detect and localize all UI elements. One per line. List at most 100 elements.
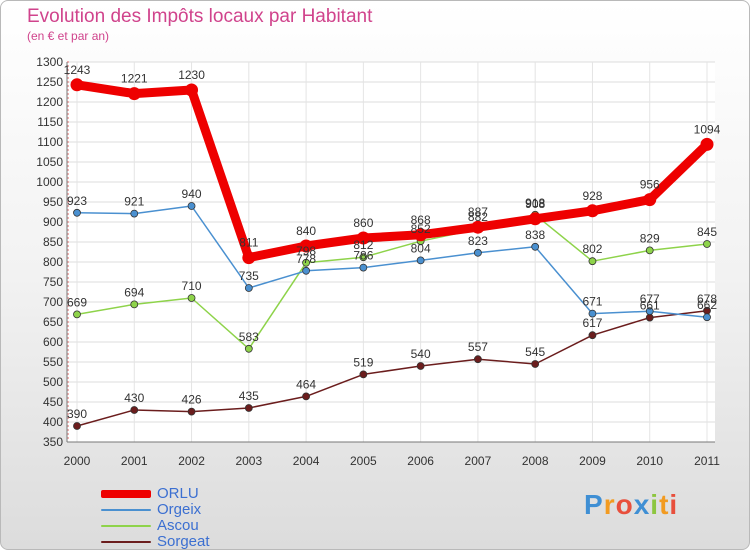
data-label: 921 xyxy=(124,195,144,209)
y-tick-label: 1000 xyxy=(36,175,63,189)
x-tick-label: 2005 xyxy=(350,454,377,468)
logo-letter: i xyxy=(669,489,679,520)
data-point xyxy=(359,253,368,262)
x-tick-label: 2007 xyxy=(465,454,492,468)
x-tick-label: 2008 xyxy=(522,454,549,468)
data-label: 838 xyxy=(525,228,545,242)
data-label: 519 xyxy=(353,355,373,369)
data-point xyxy=(416,256,425,265)
x-tick-label: 2002 xyxy=(178,454,205,468)
data-label: 464 xyxy=(296,377,316,391)
data-label: 860 xyxy=(353,216,373,230)
proxiti-logo: Proxiti xyxy=(584,489,678,521)
data-label: 426 xyxy=(182,393,202,407)
data-label: 617 xyxy=(582,316,602,330)
legend-label: ORLU xyxy=(157,485,199,502)
data-label: 887 xyxy=(468,205,488,219)
x-tick-label: 2006 xyxy=(407,454,434,468)
legend-label: Orgeix xyxy=(157,501,202,518)
data-point xyxy=(531,360,540,368)
data-label: 852 xyxy=(411,222,431,236)
logo-letter: x xyxy=(633,489,651,520)
y-tick-label: 1300 xyxy=(36,55,63,69)
data-label: 829 xyxy=(640,231,660,245)
data-point xyxy=(242,251,256,265)
data-label: 583 xyxy=(239,330,259,344)
data-label: 956 xyxy=(640,178,660,192)
y-tick-label: 500 xyxy=(43,375,63,389)
data-point xyxy=(588,257,597,266)
data-label: 1243 xyxy=(64,63,91,77)
legend-item: Orgeix xyxy=(101,502,210,518)
data-label: 908 xyxy=(525,197,545,211)
data-point xyxy=(416,362,425,370)
y-tick-label: 1200 xyxy=(36,95,63,109)
data-label: 840 xyxy=(296,224,316,238)
data-point xyxy=(414,228,428,242)
y-tick-label: 400 xyxy=(43,415,63,429)
chart-subtitle: (en € et par an) xyxy=(27,29,110,43)
data-label: 671 xyxy=(582,295,602,309)
data-point xyxy=(643,193,657,207)
data-label: 678 xyxy=(697,292,717,306)
x-tick-label: 2001 xyxy=(121,454,148,468)
data-point xyxy=(73,310,81,319)
legend-item: Sorgeat xyxy=(101,534,210,549)
x-tick-label: 2000 xyxy=(64,454,91,468)
y-tick-label: 850 xyxy=(43,235,63,249)
data-point xyxy=(356,231,370,245)
data-label: 804 xyxy=(411,241,431,255)
x-tick-label: 2011 xyxy=(694,454,720,468)
data-point xyxy=(585,204,599,218)
plot-area xyxy=(67,62,715,442)
logo-letter: i xyxy=(650,489,660,520)
legend-item: Ascou xyxy=(101,518,210,534)
data-label: 735 xyxy=(239,269,259,283)
data-point xyxy=(302,392,310,401)
data-point xyxy=(588,331,597,340)
data-point xyxy=(299,239,313,253)
legend-label: Ascou xyxy=(157,517,199,534)
data-label: 557 xyxy=(468,340,488,354)
logo-letter: r xyxy=(603,489,616,520)
data-label: 540 xyxy=(411,347,431,361)
data-label: 786 xyxy=(353,249,373,263)
x-tick-label: 2003 xyxy=(235,454,262,468)
series-line-orgeix xyxy=(76,205,708,318)
y-tick-label: 600 xyxy=(43,335,63,349)
data-label: 435 xyxy=(239,389,259,403)
data-point xyxy=(588,309,597,318)
data-label: 918 xyxy=(525,196,545,210)
data-point xyxy=(700,137,714,151)
x-tick-label: 2004 xyxy=(293,454,320,468)
data-point xyxy=(187,202,196,210)
data-point xyxy=(302,258,310,267)
data-label: 778 xyxy=(296,252,316,266)
data-label: 662 xyxy=(697,298,717,312)
data-point xyxy=(302,266,310,275)
data-label: 802 xyxy=(582,242,602,256)
data-label: 677 xyxy=(640,292,660,306)
data-point xyxy=(703,240,711,248)
y-tick-label: 800 xyxy=(43,255,63,269)
y-tick-label: 700 xyxy=(43,295,63,309)
data-point xyxy=(471,220,485,234)
y-tick-label: 900 xyxy=(43,215,63,229)
data-point xyxy=(528,212,542,226)
y-tick-label: 450 xyxy=(43,395,63,409)
data-label: 882 xyxy=(468,210,488,224)
data-point xyxy=(244,284,253,292)
data-label: 661 xyxy=(640,299,660,313)
data-point xyxy=(703,313,711,322)
data-label: 710 xyxy=(182,279,202,293)
series-line-orlu xyxy=(72,80,712,263)
series-line-sorgeat xyxy=(76,310,708,427)
data-point xyxy=(185,83,199,97)
chart-title: Evolution des Impôts locaux par Habitant xyxy=(27,6,373,27)
y-tick-label: 750 xyxy=(43,275,63,289)
data-label: 1230 xyxy=(178,68,205,82)
data-point xyxy=(127,87,141,101)
data-label: 669 xyxy=(67,295,87,309)
logo-letter: o xyxy=(615,489,634,520)
